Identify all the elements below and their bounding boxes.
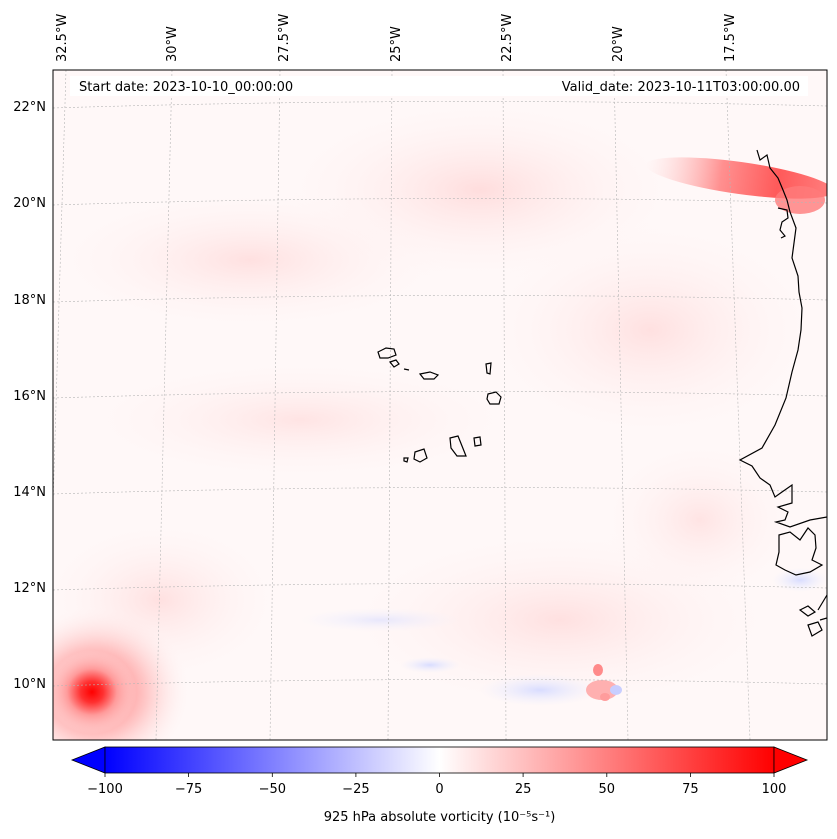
- lon-label: 22.5°W: [500, 14, 515, 62]
- colorbar-min-extend: [70, 746, 106, 774]
- latitude-labels: 22°N 20°N 18°N 16°N 14°N 12°N 10°N: [13, 100, 46, 692]
- colorbar-gradient: [104, 746, 775, 774]
- colorbar-tick-label: 0: [435, 782, 443, 797]
- longitude-labels: 32.5°W 30°W 27.5°W 25°W 22.5°W 20°W 17.5…: [55, 14, 738, 62]
- colorbar-tick-label: 25: [515, 782, 532, 797]
- lon-label: 27.5°W: [277, 14, 292, 62]
- colorbar-tick-label: 50: [599, 782, 616, 797]
- colorbar-tick-label: −100: [87, 782, 123, 797]
- lon-label: 17.5°W: [723, 14, 738, 62]
- date-header-box: [70, 76, 808, 96]
- lat-label: 18°N: [13, 293, 46, 308]
- colorbar-tick-label: 100: [762, 782, 787, 797]
- lon-label: 32.5°W: [55, 14, 70, 62]
- start-date-text: Start date: 2023-10-10_00:00:00: [79, 80, 293, 95]
- valid-date-text: Valid_date: 2023-10-11T03:00:00.00: [562, 80, 800, 95]
- lon-label: 25°W: [389, 26, 404, 62]
- colorbar-tick-label: −75: [175, 782, 202, 797]
- colorbar-label: 925 hPa absolute vorticity (10⁻⁵s⁻¹): [324, 810, 556, 825]
- lon-label: 20°W: [611, 26, 626, 62]
- lat-label: 12°N: [13, 581, 46, 596]
- vorticity-field: [53, 70, 827, 740]
- lat-label: 10°N: [13, 677, 46, 692]
- african-coastline: [738, 149, 827, 637]
- map-frame: [52, 69, 828, 741]
- cape-verde-islands: [377, 347, 502, 463]
- lat-label: 14°N: [13, 485, 46, 500]
- colorbar-tick-label: 75: [682, 782, 699, 797]
- colorbar-max-extend: [773, 746, 809, 774]
- vortex-core: [53, 650, 137, 734]
- colorbar-tick-label: −50: [259, 782, 286, 797]
- lon-label: 30°W: [165, 26, 180, 62]
- lat-label: 22°N: [13, 100, 46, 115]
- lat-label: 16°N: [13, 389, 46, 404]
- lat-label: 20°N: [13, 196, 46, 211]
- colorbar-tick-label: −25: [342, 782, 369, 797]
- colorbar: −100 −75 −50 −25 0 25 50 75 100 925 hPa …: [70, 746, 809, 825]
